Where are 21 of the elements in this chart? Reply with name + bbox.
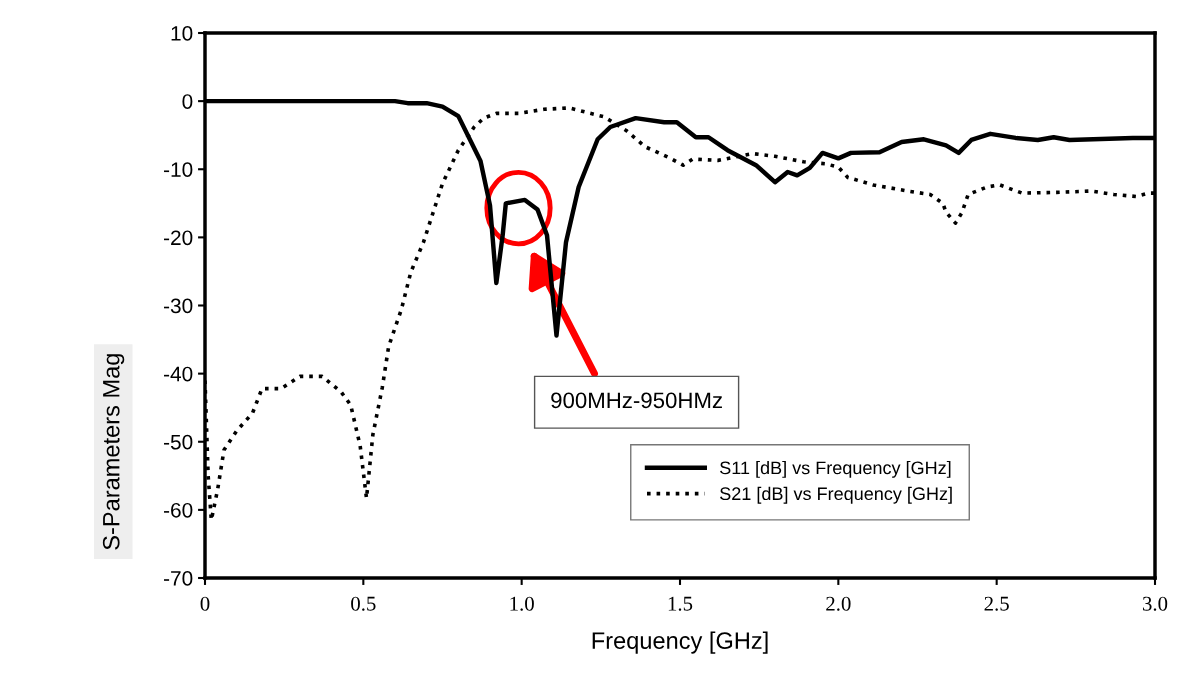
annotation: 900MHz-950HMz	[551, 392, 722, 409]
y-tick-label: -20	[164, 230, 193, 246]
x-tick-label: 1.0	[510, 596, 534, 611]
y-axis-title: S-Parameters Mag	[102, 354, 125, 550]
x-tick-label: 0	[200, 596, 210, 611]
x-tick-label: 1.5	[668, 596, 693, 611]
x-tick-label: 3.0	[1142, 596, 1168, 611]
legend-label: S11 [dB] vs Frequency [GHz]	[720, 460, 951, 478]
y-tick-label: -10	[164, 162, 193, 177]
y-tick-label: 10	[171, 26, 193, 41]
x-tick-label: 2.5	[984, 596, 1009, 611]
x-tick-label: 0.5	[351, 596, 376, 611]
x-tick-label: 2.0	[826, 596, 851, 611]
y-tick-label: -40	[164, 366, 193, 382]
x-axis-title: Frequency [GHz]	[592, 631, 768, 654]
y-tick-label: -70	[164, 571, 193, 586]
y-tick-label: -30	[164, 298, 193, 314]
y-tick-label: 0	[182, 94, 193, 109]
y-tick-label: -60	[164, 502, 193, 518]
y-tick-label: -50	[164, 434, 193, 450]
legend-label: S21 [dB] vs Frequency [GHz]	[720, 486, 952, 504]
